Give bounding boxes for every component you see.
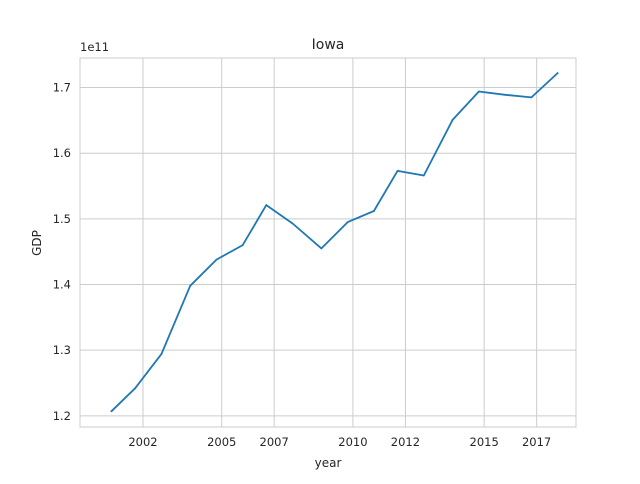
x-tick-label: 2017	[522, 435, 551, 449]
y-tick-label: 1.4	[53, 278, 71, 292]
data-point	[110, 410, 113, 413]
y-axis-offset-label: 1e11	[80, 40, 109, 54]
data-point	[291, 222, 294, 225]
x-axis-ticks: 2002 2005 2007 2010 2012 2015 2017	[128, 435, 551, 449]
data-point	[373, 210, 375, 212]
x-tick-label: 2005	[207, 435, 236, 449]
x-tick-label: 2010	[338, 435, 367, 449]
x-tick-label: 2012	[391, 435, 420, 449]
x-tick-label: 2007	[260, 435, 289, 449]
x-tick-label: 2002	[128, 435, 157, 449]
y-tick-label: 1.2	[53, 409, 71, 423]
data-point	[265, 204, 268, 206]
chart-title: Iowa	[312, 37, 345, 53]
data-point	[451, 118, 454, 121]
data-point	[346, 221, 349, 224]
y-axis-label: GDP	[30, 230, 44, 256]
data-point	[160, 353, 163, 356]
y-tick-label: 1.3	[53, 343, 71, 357]
data-point	[530, 96, 533, 99]
y-tick-label: 1.6	[53, 146, 71, 160]
data-point	[241, 244, 244, 247]
data-point	[134, 387, 137, 390]
data-point	[396, 170, 399, 172]
x-axis-label: year	[315, 456, 342, 470]
data-point	[189, 284, 192, 287]
grid	[80, 58, 576, 427]
data-point	[215, 258, 218, 261]
data-point	[320, 247, 323, 250]
series-layer	[110, 72, 559, 413]
plot-frame	[79, 57, 577, 428]
y-axis-ticks: 1.2 1.3 1.4 1.5 1.6 1.7	[53, 81, 71, 423]
series-line	[110, 72, 559, 413]
data-point	[477, 90, 480, 93]
data-point	[504, 93, 507, 96]
data-point	[556, 72, 559, 75]
y-tick-label: 1.5	[53, 212, 71, 226]
data-point	[422, 174, 425, 177]
y-tick-label: 1.7	[53, 81, 71, 95]
x-tick-label: 2015	[470, 435, 499, 449]
